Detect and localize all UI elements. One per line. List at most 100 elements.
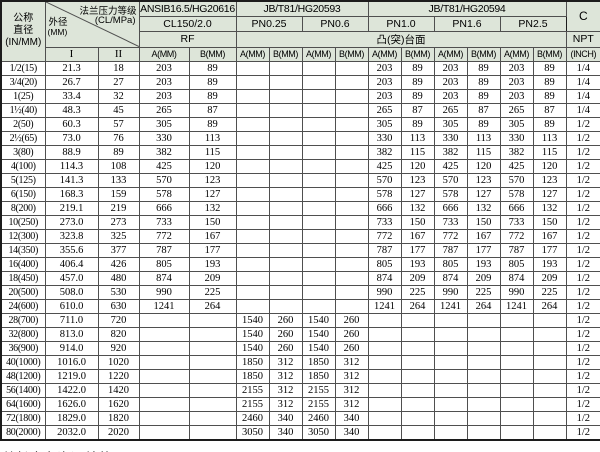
cell-pn025-B: 312 xyxy=(268,382,303,398)
cell-nominal-diameter: 3(80) xyxy=(0,144,46,160)
cell-npt-size: 1/4 xyxy=(565,74,600,90)
cell-pn25-A: 203 xyxy=(499,88,534,104)
header-face-rf: RF xyxy=(138,30,237,48)
table-row: 40(1000) 1016.0 1020 1850 312 1850 312 1/2 xyxy=(0,354,600,370)
header-pn10-b: B(MM) xyxy=(400,46,435,62)
cell-cl150-A xyxy=(138,340,190,356)
cell-outer-diameter-I: 457.0 xyxy=(44,270,99,286)
cell-pn025-B xyxy=(268,200,303,216)
cell-pn06-B xyxy=(334,214,369,230)
cell-pn025-A xyxy=(235,214,270,230)
cell-nominal-diameter: 3/4(20) xyxy=(0,74,46,90)
cell-pn16-A: 330 xyxy=(433,130,468,146)
cell-outer-diameter-II: 108 xyxy=(97,158,140,174)
cell-pn16-A: 305 xyxy=(433,116,468,132)
cell-outer-diameter-II: 27 xyxy=(97,74,140,90)
cell-outer-diameter-I: 273.0 xyxy=(44,214,99,230)
cell-pn025-A xyxy=(235,242,270,258)
cell-outer-diameter-II: 720 xyxy=(97,312,140,328)
cell-cl150-A: 874 xyxy=(138,270,190,286)
cell-cl150-B xyxy=(188,326,237,342)
cell-nominal-diameter: 28(700) xyxy=(0,312,46,328)
cell-pn10-B: 177 xyxy=(400,242,435,258)
header-outer-diameter-pressure-diagonal: 法兰压力等级 (CL/MPa) 外径 (MM) xyxy=(44,0,140,48)
cell-pn10-A xyxy=(367,382,402,398)
cell-outer-diameter-I: 219.1 xyxy=(44,200,99,216)
cell-pn25-B: 132 xyxy=(532,200,567,216)
cell-pn25-A: 772 xyxy=(499,228,534,244)
cell-outer-diameter-II: 89 xyxy=(97,144,140,160)
cell-pn16-B: 113 xyxy=(466,130,501,146)
cell-pn25-A xyxy=(499,410,534,426)
cell-pn10-B: 87 xyxy=(400,102,435,118)
cell-pn16-A xyxy=(433,382,468,398)
cell-npt-size: 1/2 xyxy=(565,368,600,384)
cell-cl150-B: 89 xyxy=(188,74,237,90)
cell-outer-diameter-II: 1220 xyxy=(97,368,140,384)
cell-pn06-B: 260 xyxy=(334,340,369,356)
cell-pn25-A xyxy=(499,368,534,384)
cell-npt-size: 1/2 xyxy=(565,382,600,398)
cell-outer-diameter-II: 325 xyxy=(97,228,140,244)
cell-outer-diameter-II: 159 xyxy=(97,186,140,202)
cell-pn25-B: 123 xyxy=(532,172,567,188)
table-row: 8(200) 219.1 219 666 132 666 132 666 132 666 132 1/… xyxy=(0,200,600,216)
cell-pn06-B xyxy=(334,158,369,174)
cell-cl150-B: 87 xyxy=(188,102,237,118)
cell-pn06-A: 1850 xyxy=(301,368,336,384)
cell-pn25-A: 787 xyxy=(499,242,534,258)
cell-pn025-B: 312 xyxy=(268,354,303,370)
cell-pn06-B xyxy=(334,116,369,132)
cell-pn16-A: 203 xyxy=(433,88,468,104)
cell-npt-size: 1/2 xyxy=(565,298,600,314)
cell-pn25-A: 305 xyxy=(499,116,534,132)
cell-npt-size: 1/2 xyxy=(565,116,600,132)
cell-cl150-B: 127 xyxy=(188,186,237,202)
header-pn25-a: A(MM) xyxy=(499,46,534,62)
table-row: 32(800) 813.0 820 1540 260 1540 260 1/2 xyxy=(0,326,600,342)
cell-outer-diameter-I: 1626.0 xyxy=(44,396,99,412)
cell-pn10-A: 1241 xyxy=(367,298,402,314)
cell-pn025-B: 312 xyxy=(268,368,303,384)
table-row: 64(1600) 1626.0 1620 2155 312 2155 312 1/2 xyxy=(0,396,600,412)
cell-pn025-B xyxy=(268,144,303,160)
cell-pn10-B xyxy=(400,312,435,328)
cell-outer-diameter-I: 60.3 xyxy=(44,116,99,132)
cell-cl150-A: 425 xyxy=(138,158,190,174)
cell-pn25-B xyxy=(532,340,567,356)
cell-pn025-B: 260 xyxy=(268,312,303,328)
table-header: 公称 直径 (IN/MM) 法兰压力等级 (CL/MPa) 外径 (MM) AN… xyxy=(0,0,600,62)
cell-pn025-B xyxy=(268,270,303,286)
cell-cl150-B xyxy=(188,368,237,384)
table-row: 16(400) 406.4 426 805 193 805 193 805 193 805 193 1… xyxy=(0,256,600,272)
cell-pn025-A xyxy=(235,186,270,202)
cell-pn25-B: 150 xyxy=(532,214,567,230)
cell-pn06-A: 2155 xyxy=(301,396,336,412)
cell-cl150-B: 120 xyxy=(188,158,237,174)
cell-pn06-B: 260 xyxy=(334,326,369,342)
cell-pn16-B: 225 xyxy=(466,284,501,300)
cell-pn025-B xyxy=(268,228,303,244)
cell-pn16-B: 89 xyxy=(466,116,501,132)
outer-diameter-label: 外径 xyxy=(48,17,68,28)
header-pn25: PN2.5 xyxy=(499,15,567,32)
cell-pn06-A xyxy=(301,172,336,188)
header-inch: (INCH) xyxy=(565,46,600,62)
cell-pn025-A xyxy=(235,270,270,286)
cell-pn10-B: 209 xyxy=(400,270,435,286)
cell-cl150-A: 805 xyxy=(138,256,190,272)
cell-outer-diameter-I: 33.4 xyxy=(44,88,99,104)
header-pn06: PN0.6 xyxy=(301,15,369,32)
cell-pn16-A xyxy=(433,368,468,384)
cell-pn16-A: 733 xyxy=(433,214,468,230)
cell-nominal-diameter: 40(1000) xyxy=(0,354,46,370)
cell-pn25-B xyxy=(532,424,567,440)
cell-pn025-B xyxy=(268,256,303,272)
cell-outer-diameter-I: 508.0 xyxy=(44,284,99,300)
cell-pn25-B xyxy=(532,410,567,426)
header-pn25-b: B(MM) xyxy=(532,46,567,62)
cell-pn06-B: 260 xyxy=(334,312,369,328)
cell-pn025-B xyxy=(268,88,303,104)
cell-pn16-B xyxy=(466,410,501,426)
cell-cl150-A xyxy=(138,410,190,426)
